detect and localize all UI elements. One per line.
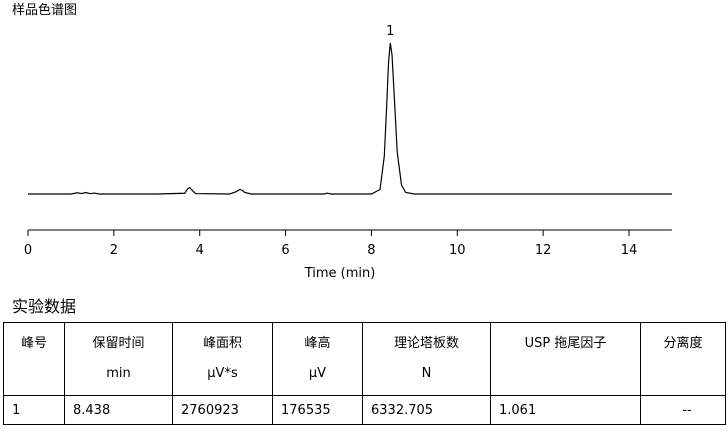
table-cell: 2760923 [172, 395, 273, 425]
table-cell: 176535 [272, 395, 363, 425]
x-tick-label: 0 [24, 243, 32, 258]
table-cell: -- [640, 395, 726, 425]
x-tick-label: 6 [281, 243, 289, 258]
header-text: μV*s [207, 366, 238, 381]
x-tick-label: 12 [535, 243, 552, 258]
header-text: N [421, 366, 432, 381]
header-text: 保留时间 [92, 336, 145, 351]
header-text: USP 拖尾因子 [524, 336, 607, 351]
chart: 样品色谱图 Time (min) 0 2 4 6 8 10 12 14 1 [12, 2, 672, 281]
chart-title: 样品色谱图 [12, 2, 77, 18]
header-text: 分离度 [663, 336, 703, 351]
header-cell: 分离度 [640, 322, 726, 396]
peak-label: 1 [386, 24, 394, 39]
section-title: 实验数据 [12, 297, 77, 316]
x-tick-label: 10 [449, 243, 466, 258]
table-cell: 6332.705 [362, 395, 491, 425]
table-cell: 8.438 [64, 395, 173, 425]
x-tick-label: 4 [196, 243, 204, 258]
header-text: μV [308, 366, 327, 381]
table-row: 1 8.438 2760923 176535 6332.705 1.061 -- [3, 395, 726, 425]
table-cell: 1 [3, 395, 65, 425]
x-axis-label: Time (min) [304, 266, 376, 281]
header-text: 峰号 [20, 336, 47, 351]
header-row: 峰号 保留时间 min 峰面积 μV*s 峰高 μV 理论塔板数 N USP 拖尾因子 分离度 [3, 322, 726, 396]
header-cell: 峰号 [3, 322, 65, 396]
header-text: 理论塔板数 [393, 336, 459, 351]
header-text: 峰高 [304, 336, 331, 351]
header-cell: 保留时间 min [64, 322, 173, 396]
header-text: min [106, 366, 131, 381]
trace [28, 42, 672, 195]
x-tick-label: 2 [110, 243, 118, 258]
header-cell: 理论塔板数 N [362, 322, 491, 396]
x-tick-label: 14 [621, 243, 638, 258]
table-cell: 1.061 [490, 395, 641, 425]
header-cell: USP 拖尾因子 [490, 322, 641, 396]
table-body: 1 8.438 2760923 176535 6332.705 1.061 -- [3, 395, 726, 425]
x-tick-label: 8 [367, 243, 375, 258]
header-text: 峰面积 [202, 336, 242, 351]
header-cell: 峰高 μV [272, 322, 363, 396]
header-cell: 峰面积 μV*s [172, 322, 273, 396]
